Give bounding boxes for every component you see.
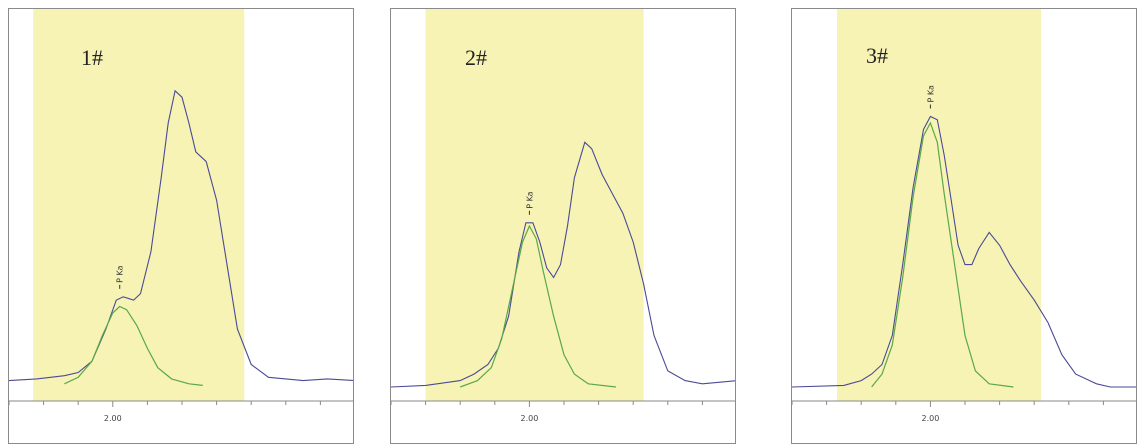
panel-label-1: 1# — [81, 45, 103, 70]
peak-label-1: P Ka — [116, 265, 125, 282]
panel-label-2: 2# — [465, 45, 487, 70]
fit-line-1 — [64, 305, 203, 386]
chart-1-svg: 2.00 P Ka — [9, 9, 353, 423]
chart-panel-3: 2.00 P Ka 3# — [791, 8, 1137, 444]
peak-label-3: P Ka — [926, 85, 935, 102]
fit-line-3 — [871, 121, 1014, 388]
chart-panel-2: 2.00 P Ka 2# — [390, 8, 736, 444]
x-tick-label-2: 2.00 — [520, 414, 538, 423]
peak-label-2: P Ka — [525, 191, 534, 208]
trace-line-2 — [391, 141, 735, 388]
trace-line-3 — [792, 115, 1136, 388]
chart-3-svg: 2.00 P Ka — [792, 9, 1136, 423]
fit-line-2 — [459, 224, 616, 388]
panel-label-3: 3# — [866, 43, 888, 68]
chart-2-svg: 2.00 P Ka — [391, 9, 735, 423]
highlight-region-3 — [836, 9, 1042, 401]
chart-panel-1: 2.00 P Ka 1# — [8, 8, 354, 444]
highlight-region-2 — [425, 9, 644, 401]
x-tick-label-3: 2.00 — [921, 414, 939, 423]
x-tick-label-1: 2.00 — [104, 414, 122, 423]
highlight-region-1 — [33, 9, 245, 401]
